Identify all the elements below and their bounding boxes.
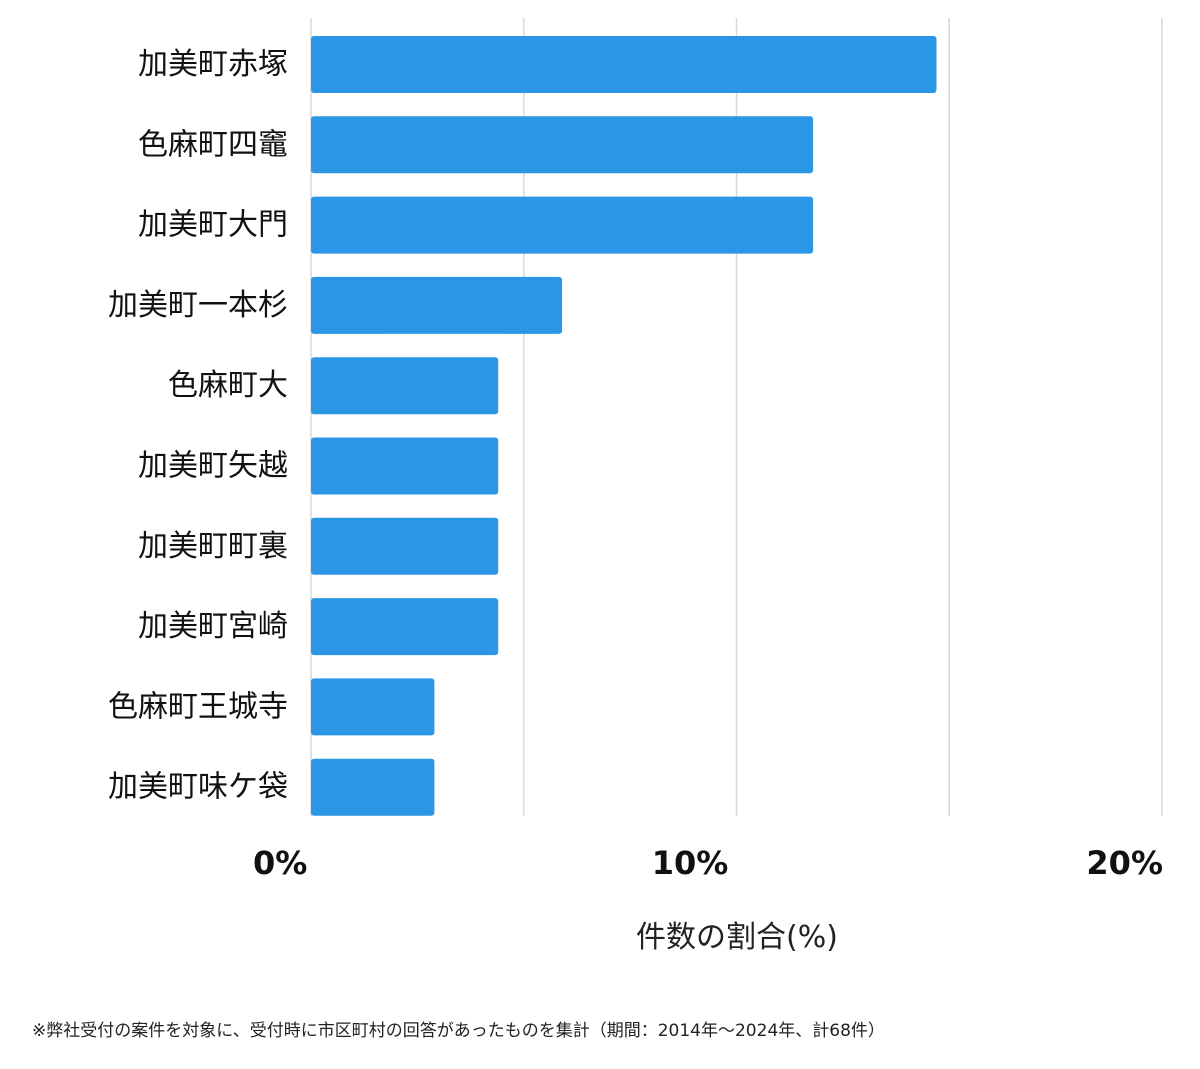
category-label: 色麻町四竈 (138, 127, 288, 162)
x-axis-title: 件数の割合(%) (636, 920, 838, 955)
category-label: 加美町味ケ袋 (108, 770, 288, 805)
category-label: 加美町町裏 (138, 529, 288, 564)
x-tick-label: 0% (253, 844, 307, 882)
footnote: ※弊社受付の案件を対象に、受付時に市区町村の回答があったものを集計（期間：201… (32, 1021, 885, 1041)
bar (311, 357, 499, 415)
bar (311, 758, 435, 816)
bar (311, 276, 563, 334)
bar (311, 196, 814, 254)
bar (311, 678, 435, 736)
category-label: 加美町赤塚 (138, 47, 288, 82)
category-label: 色麻町大 (168, 368, 288, 403)
category-labels: 加美町赤塚色麻町四竈加美町大門加美町一本杉色麻町大加美町矢越加美町町裏加美町宮崎… (108, 47, 288, 805)
x-tick-label: 20% (1086, 844, 1163, 882)
bars (311, 36, 937, 816)
category-label: 加美町宮崎 (138, 609, 288, 644)
bar (311, 517, 499, 575)
category-label: 加美町大門 (138, 208, 288, 243)
bar (311, 598, 499, 656)
bar (311, 437, 499, 495)
x-tick-labels: 0% 10% 20% (253, 844, 1163, 882)
bar (311, 116, 814, 174)
bar (311, 36, 937, 93)
category-label: 加美町矢越 (138, 449, 288, 484)
x-tick-label: 10% (652, 844, 729, 882)
category-label: 加美町一本杉 (108, 288, 288, 323)
category-label: 色麻町王城寺 (108, 689, 288, 724)
